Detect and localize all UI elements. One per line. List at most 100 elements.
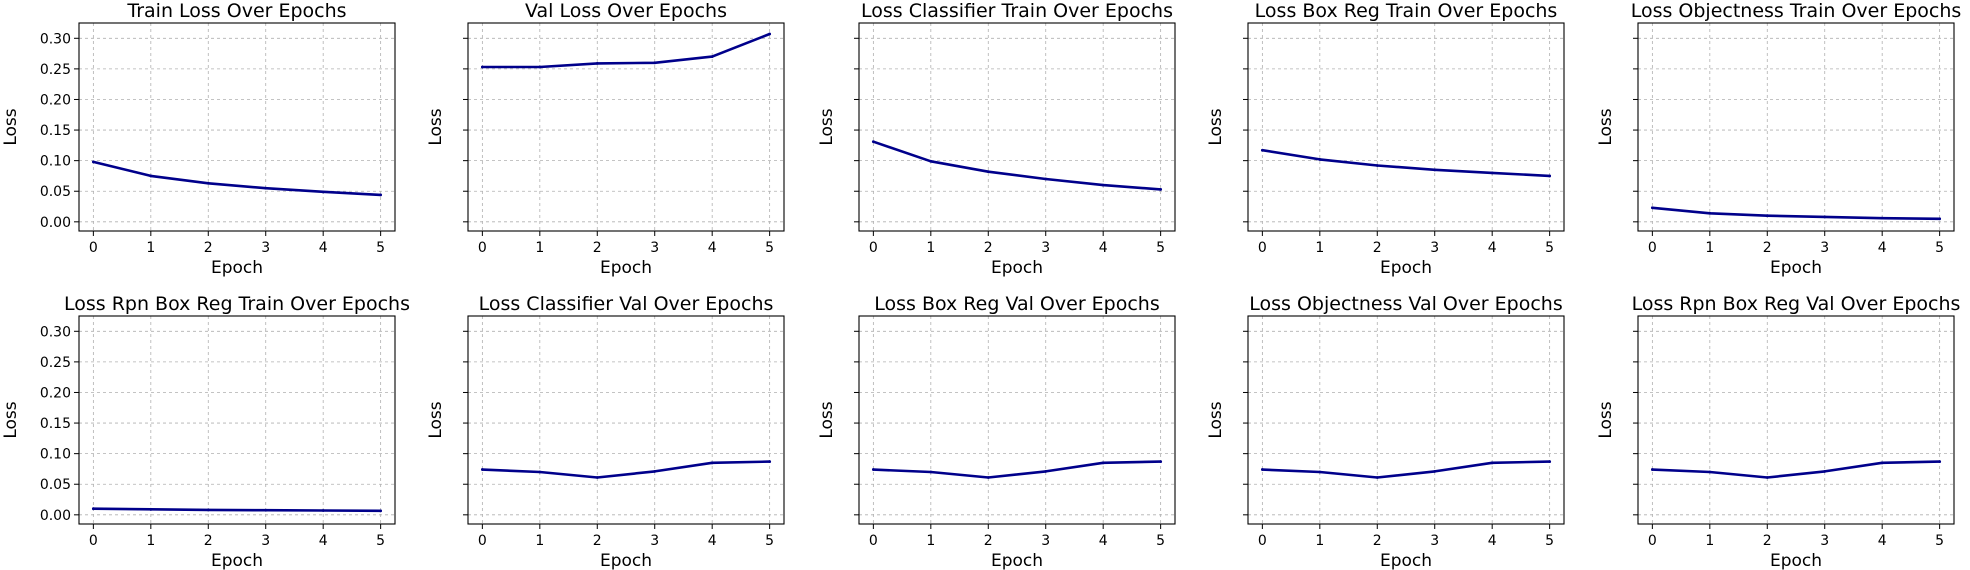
data-point — [206, 181, 210, 185]
data-point — [1260, 148, 1264, 152]
x-tick-label: 2 — [984, 533, 993, 549]
plot-frame — [858, 22, 1176, 232]
data-point — [595, 476, 599, 479]
y-tick-label: 0.25 — [40, 62, 71, 78]
data-point — [1490, 171, 1494, 175]
data-point — [1159, 460, 1163, 463]
x-tick-label: 0 — [89, 533, 98, 549]
x-tick-label: 4 — [708, 240, 717, 256]
loss-line — [1651, 206, 1941, 221]
x-tick-label: 4 — [1488, 533, 1497, 549]
data-point — [768, 460, 772, 463]
x-tick-label: 2 — [593, 240, 602, 256]
x-tick-label: 0 — [869, 240, 878, 256]
data-point — [653, 469, 657, 473]
x-tick-label: 4 — [1099, 533, 1108, 549]
x-axis-label: Epoch — [600, 258, 652, 278]
y-tick-label: 0.20 — [40, 385, 71, 401]
x-tick-label: 1 — [926, 240, 935, 256]
data-point — [1433, 469, 1437, 473]
y-tick-label: 0.15 — [40, 416, 71, 432]
data-point — [1765, 476, 1769, 479]
x-tick-label: 3 — [1041, 533, 1050, 549]
x-tick-label: 3 — [650, 533, 659, 549]
loss-line — [1261, 148, 1551, 178]
x-tick-label: 3 — [261, 533, 270, 549]
x-tick-label: 5 — [1156, 240, 1165, 256]
x-tick-label: 5 — [1545, 240, 1554, 256]
data-point — [986, 476, 990, 479]
x-tick-label: 5 — [1935, 533, 1944, 549]
x-tick-label: 0 — [478, 533, 487, 549]
data-point — [264, 186, 268, 190]
loss-line — [872, 140, 1162, 191]
subplot-title: Val Loss Over Epochs — [525, 0, 727, 22]
x-tick-label: 0 — [1648, 240, 1657, 256]
y-tick-label: 0.00 — [40, 215, 71, 231]
x-tick-label: 2 — [1763, 533, 1772, 549]
x-tick-label: 1 — [926, 533, 935, 549]
plot-frame — [858, 315, 1176, 525]
data-point — [1880, 461, 1884, 465]
x-tick-label: 1 — [1705, 533, 1714, 549]
x-tick-label: 4 — [319, 240, 328, 256]
x-tick-label: 1 — [146, 240, 155, 256]
data-point — [1318, 470, 1322, 474]
data-point — [871, 140, 875, 144]
data-point — [1708, 470, 1712, 474]
y-tick-label: 0.10 — [40, 154, 71, 170]
x-tick-label: 2 — [1373, 240, 1382, 256]
loss-line — [92, 160, 382, 197]
x-tick-label: 5 — [376, 240, 385, 256]
y-tick-label: 0.20 — [40, 92, 71, 108]
y-axis-label: Loss — [817, 401, 837, 438]
x-tick-label: 3 — [650, 240, 659, 256]
x-axis-label: Epoch — [1380, 258, 1432, 278]
x-axis-label: Epoch — [991, 551, 1043, 570]
subplot-title: Loss Objectness Val Over Epochs — [1249, 293, 1562, 315]
x-tick-label: 1 — [1315, 240, 1324, 256]
y-tick-label: 0.30 — [40, 31, 71, 47]
y-axis-label: Loss — [426, 108, 446, 145]
x-tick-label: 4 — [1878, 533, 1887, 549]
data-point — [929, 470, 933, 474]
x-tick-label: 3 — [261, 240, 270, 256]
data-point — [1548, 174, 1552, 178]
subplot-5: 0 1 2 3 4 5 Loss Objectness Train Over Epochs E… — [1596, 0, 1961, 278]
data-point — [1765, 214, 1769, 218]
subplot-title: Loss Box Reg Val Over Epochs — [874, 293, 1160, 315]
x-axis-label: Epoch — [991, 258, 1043, 278]
data-point — [538, 65, 542, 69]
plot-frame — [467, 315, 785, 525]
data-point — [1708, 211, 1712, 215]
x-tick-label: 5 — [376, 533, 385, 549]
x-tick-label: 5 — [1545, 533, 1554, 549]
data-point — [149, 174, 153, 178]
x-tick-label: 0 — [1258, 533, 1267, 549]
x-axis-label: Epoch — [1380, 551, 1432, 570]
data-point — [379, 509, 383, 513]
subplot-9: 0 1 2 3 4 5 Loss Objectness Val Over Epochs Epo… — [1206, 293, 1565, 570]
x-tick-label: 4 — [1488, 240, 1497, 256]
x-tick-label: 2 — [204, 533, 213, 549]
y-axis-label: Loss — [817, 108, 837, 145]
x-axis-label: Epoch — [1770, 551, 1822, 570]
data-point — [1044, 177, 1048, 181]
subplot-3: 0 1 2 3 4 5 Loss Classifier Train Over Epochs E… — [817, 0, 1176, 278]
x-tick-label: 4 — [1878, 240, 1887, 256]
data-point — [264, 508, 268, 512]
plot-frame — [1637, 315, 1955, 525]
x-tick-label: 0 — [1258, 240, 1267, 256]
subplot-title: Loss Rpn Box Reg Train Over Epochs — [64, 293, 410, 315]
x-tick-label: 1 — [1315, 533, 1324, 549]
y-axis-label: Loss — [1, 401, 21, 438]
x-tick-label: 5 — [1156, 533, 1165, 549]
data-point — [595, 61, 599, 65]
subplot-title: Loss Classifier Val Over Epochs — [479, 293, 774, 315]
y-tick-label: 0.30 — [40, 324, 71, 340]
x-tick-label: 0 — [89, 240, 98, 256]
loss-line — [481, 460, 771, 479]
loss-line — [92, 507, 382, 513]
x-tick-label: 1 — [146, 533, 155, 549]
